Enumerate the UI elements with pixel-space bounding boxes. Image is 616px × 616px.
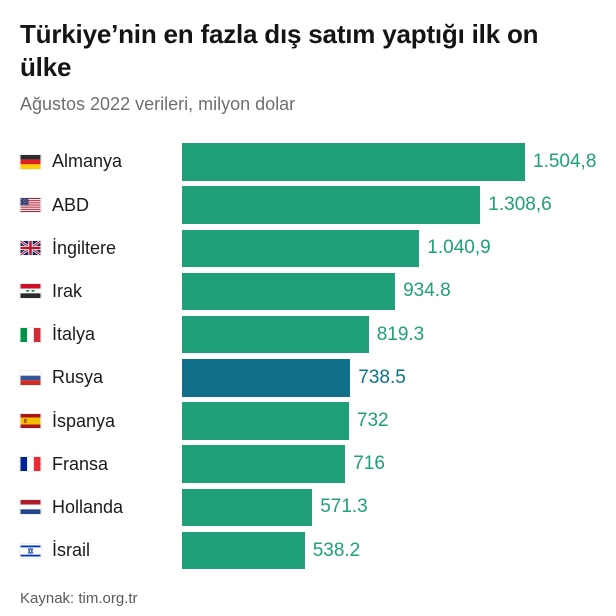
value-label: 538.2 — [312, 539, 361, 561]
row-label-group: Almanya — [20, 151, 182, 172]
country-label: Hollanda — [52, 496, 124, 517]
value-label: 716 — [353, 453, 385, 475]
row-label-group: İsrail — [20, 540, 182, 561]
israel-flag-icon — [20, 543, 41, 558]
value-label: 819.3 — [376, 323, 425, 345]
bar — [182, 531, 305, 570]
value-label: 738.5 — [358, 366, 406, 388]
bar-chart: Almanya 1.504,8 — [20, 143, 596, 570]
bar — [182, 229, 420, 268]
bar — [182, 143, 525, 181]
bar-row-almanya: Almanya 1.504,8 — [20, 143, 596, 181]
bar-row-irak: Irak 934.8 — [20, 272, 596, 311]
iraq-flag-icon — [20, 284, 41, 299]
row-label-group: ABD — [20, 195, 182, 216]
bar-track: 1.504,8 — [182, 143, 596, 181]
value-label: 1.504,8 — [533, 150, 597, 172]
france-flag-icon — [20, 457, 41, 472]
bar-highlighted — [182, 359, 351, 397]
value-label: 934.8 — [403, 280, 451, 302]
row-label-group: İtalya — [20, 324, 182, 345]
country-label: Fransa — [52, 453, 109, 474]
row-label-group: Irak — [20, 281, 182, 302]
bar-row-ingiltere: İngiltere 1.040,9 — [20, 229, 596, 268]
bar — [182, 402, 349, 440]
bar — [182, 186, 481, 224]
bar-row-rusya: Rusya 738.5 — [20, 359, 596, 397]
bar-row-abd: ABD 1.308,6 — [20, 186, 596, 224]
uk-flag-icon — [20, 241, 41, 256]
bar-track: 716 — [182, 445, 596, 484]
bar — [182, 272, 396, 311]
bar-track: 538.2 — [182, 531, 596, 570]
bar-track: 819.3 — [182, 315, 596, 354]
bar — [182, 315, 369, 354]
value-label: 571.3 — [320, 496, 368, 518]
bar-track: 732 — [182, 402, 596, 440]
bar-track: 738.5 — [182, 359, 596, 397]
row-label-group: Rusya — [20, 367, 182, 388]
source-note: Kaynak: tim.org.tr — [20, 590, 138, 608]
country-label: İngiltere — [52, 237, 117, 258]
row-label-group: İngiltere — [20, 238, 182, 259]
bar-row-ispanya: İspanya 732 — [20, 402, 596, 440]
row-label-group: İspanya — [20, 411, 182, 432]
row-label-group: Hollanda — [20, 497, 182, 518]
bar-track: 934.8 — [182, 272, 596, 311]
netherlands-flag-icon — [20, 500, 41, 515]
country-label: İspanya — [52, 410, 116, 431]
spain-flag-icon — [20, 414, 41, 429]
chart-subtitle: Ağustos 2022 verileri, milyon dolar — [20, 93, 296, 114]
value-label: 1.040,9 — [427, 237, 491, 259]
row-label-group: Fransa — [20, 454, 182, 475]
italy-flag-icon — [20, 327, 41, 342]
russia-flag-icon — [20, 370, 41, 385]
bar-track: 571.3 — [182, 488, 596, 527]
bar-track: 1.040,9 — [182, 229, 596, 268]
bar-row-fransa: Fransa 716 — [20, 445, 596, 484]
bar — [182, 445, 346, 484]
country-label: Irak — [52, 280, 83, 301]
page-title: Türkiye’nin en fazla dış satım yaptığı i… — [20, 19, 539, 83]
country-label: ABD — [52, 194, 90, 215]
bar — [182, 488, 313, 527]
country-label: Rusya — [52, 367, 104, 388]
value-label: 732 — [356, 410, 389, 432]
country-label: Almanya — [52, 151, 123, 172]
value-label: 1.308,6 — [488, 194, 552, 216]
bar-track: 1.308,6 — [182, 186, 596, 224]
usa-flag-icon — [20, 198, 41, 213]
bar-row-israil: İsrail 538.2 — [20, 531, 596, 570]
bar-row-italya: İtalya 819.3 — [20, 315, 596, 354]
bar-row-hollanda: Hollanda 571.3 — [20, 488, 596, 527]
country-label: İtalya — [52, 324, 96, 345]
germany-flag-icon — [20, 154, 41, 169]
country-label: İsrail — [52, 540, 91, 561]
